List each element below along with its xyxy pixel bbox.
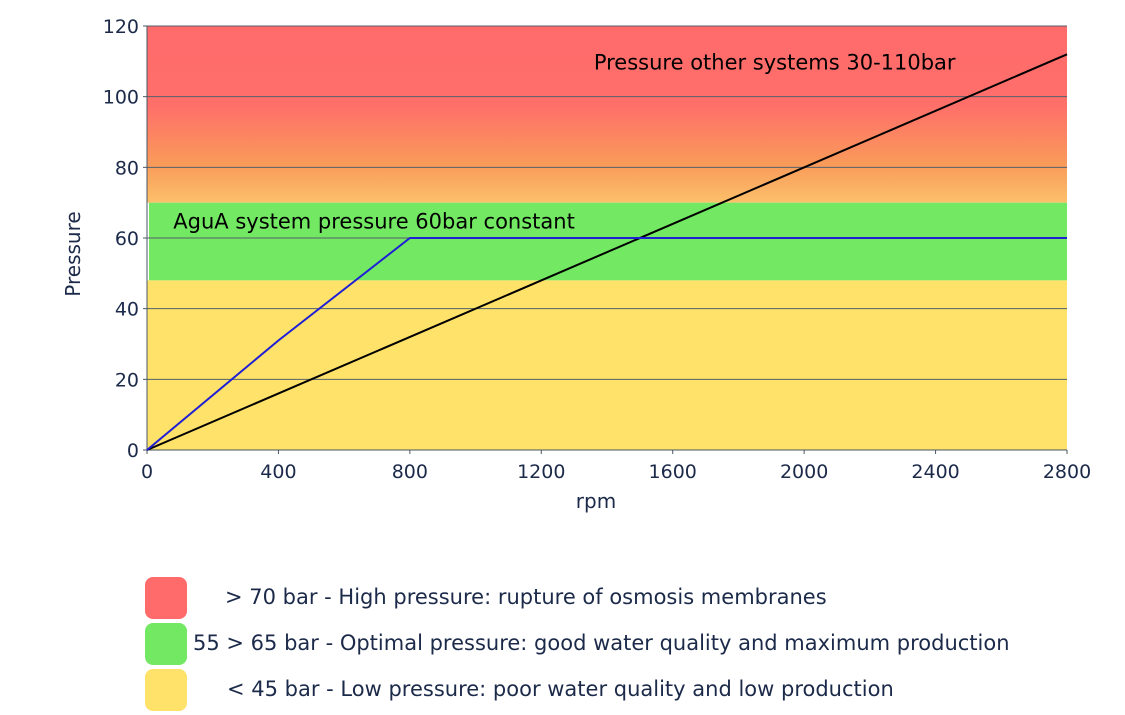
legend-item-optimal: 55 > 65 bar - Optimal pressure: good wat…: [145, 623, 1105, 667]
legend-swatch-low: [145, 669, 187, 711]
x-tick-label-0: 0: [141, 461, 153, 483]
x-tick-label-400: 400: [260, 461, 296, 483]
legend-item-low: < 45 bar - Low pressure: poor water qual…: [145, 669, 1105, 713]
series-lines: [146, 53, 1068, 451]
legend-label-high: > 70 bar - High pressure: rupture of osm…: [225, 585, 827, 609]
band-low: [147, 280, 1067, 450]
legend-label-low: < 45 bar - Low pressure: poor water qual…: [227, 677, 894, 701]
y-tick-label-40: 40: [115, 299, 139, 321]
annotations: Pressure other systems 30-110bar AguA sys…: [173, 50, 956, 233]
legend-swatch-optimal: [145, 623, 187, 665]
x-tick-label-2400: 2400: [911, 461, 959, 483]
y-tick-label-0: 0: [127, 440, 139, 462]
y-tick-label-20: 20: [115, 369, 139, 391]
y-tick-label-60: 60: [115, 228, 139, 250]
x-tick-label-2000: 2000: [780, 461, 828, 483]
band-high: [147, 26, 1067, 203]
annotation-agua-system: AguA system pressure 60bar constant: [173, 209, 575, 233]
series-line-other-systems: [146, 53, 1068, 451]
x-tick-label-2800: 2800: [1043, 461, 1091, 483]
annotation-other-systems: Pressure other systems 30-110bar: [594, 50, 956, 74]
gridlines: [147, 25, 1067, 380]
legend-item-high: > 70 bar - High pressure: rupture of osm…: [145, 577, 1105, 621]
x-tick-label-1600: 1600: [649, 461, 697, 483]
y-axis-title: Pressure: [61, 211, 85, 296]
legend-swatch-high: [145, 577, 187, 619]
y-tick-label-100: 100: [103, 87, 139, 109]
legend-label-optimal: 55 > 65 bar - Optimal pressure: good wat…: [193, 631, 1010, 655]
y-tick-label-80: 80: [115, 157, 139, 179]
legend: > 70 bar - High pressure: rupture of osm…: [145, 577, 1105, 715]
x-tick-label-1200: 1200: [517, 461, 565, 483]
series-line-agua-system: [146, 237, 1067, 451]
y-tick-label-120: 120: [103, 16, 139, 38]
band-optimal: [149, 202, 1067, 281]
x-tick-label-800: 800: [392, 461, 428, 483]
axes: [143, 25, 1068, 454]
x-axis-title: rpm: [576, 489, 616, 513]
